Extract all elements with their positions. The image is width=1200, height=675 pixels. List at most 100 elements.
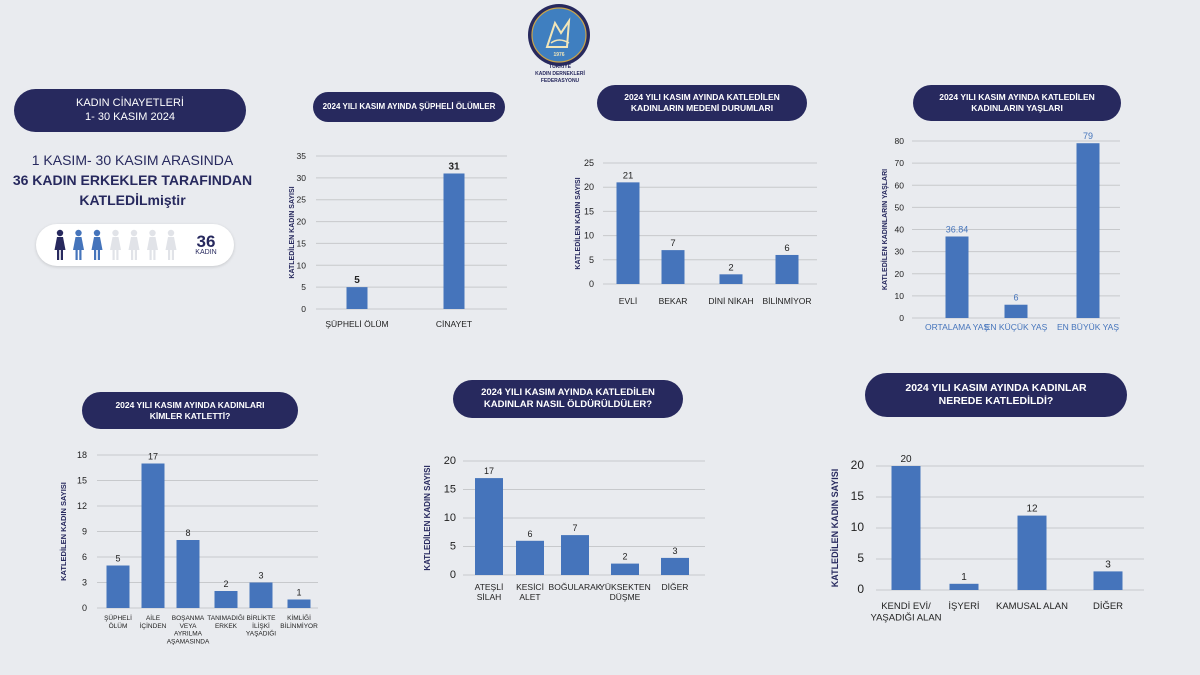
category-label: BİRLİKTE İLİŞKİ YAŞADIĞI: [246, 613, 276, 638]
intro-title-line: KADIN CİNAYETLERİ: [76, 96, 184, 109]
data-label: 3: [672, 546, 677, 556]
category-label: BOŞANMA VEYA AYRILMA AŞAMASINDA: [167, 615, 210, 645]
y-tick-label: 15: [444, 484, 456, 496]
y-tick-label: 40: [895, 225, 905, 235]
intro-title-pill: KADIN CİNAYETLERİ 1- 30 KASIM 2024: [14, 89, 246, 132]
bar: [475, 478, 503, 575]
chart-title-perpetrators: 2024 YILI KASIM AYINDA KADINLARI KİMLER …: [82, 392, 298, 429]
bar: [945, 236, 969, 318]
woman-figure-icon: [73, 229, 84, 260]
y-axis-label: KATLEDİLEN KADIN SAYISI: [59, 482, 68, 581]
data-label: 8: [185, 528, 190, 538]
woman-figure-icon: [110, 229, 121, 260]
y-tick-label: 0: [82, 603, 87, 613]
chart-title-marital-status: 2024 YILI KASIM AYINDA KATLEDİLEN KADINL…: [597, 85, 807, 121]
bar: [249, 582, 273, 608]
category-label: BOĞULARAK: [549, 582, 602, 592]
y-tick-label: 10: [297, 260, 307, 270]
y-tick-label: 70: [895, 158, 905, 168]
category-label: ORTALAMA YAŞ: [925, 322, 989, 332]
bar: [1017, 515, 1047, 590]
category-label: BİLİNMİYOR: [762, 296, 811, 306]
data-label: 5: [115, 554, 120, 564]
bar: [1076, 143, 1100, 318]
victim-count: 36: [196, 232, 216, 251]
y-tick-label: 12: [77, 501, 87, 511]
victim-counter: [36, 224, 234, 266]
category-label: DİĞER: [662, 582, 689, 592]
bar: [949, 583, 979, 590]
data-label: 2: [622, 552, 627, 562]
category-label: AİLE İÇİNDEN: [140, 613, 167, 630]
headline-line-3: KATLEDİLmiştir: [79, 192, 186, 208]
y-tick-label: 20: [297, 217, 307, 227]
bar: [346, 287, 368, 309]
category-label: İŞYERİ: [948, 601, 979, 612]
category-label: ATEŞLİ SİLAH: [475, 582, 504, 602]
chart-5: 0 5 10 15 20 KATLEDİLEN KADIN SAYISI 17 ATEŞLİ S…: [423, 455, 705, 602]
category-label: DİNİ NİKAH: [708, 296, 753, 306]
category-label: EN KÜÇÜK YAŞ: [985, 322, 1048, 332]
y-tick-label: 5: [301, 282, 306, 292]
woman-figure-icon: [165, 229, 177, 260]
bar: [616, 182, 640, 284]
y-tick-label: 15: [584, 206, 594, 216]
data-label: 7: [670, 238, 675, 249]
y-tick-label: 30: [895, 247, 905, 257]
bar: [611, 563, 639, 575]
woman-figure-icon: [128, 229, 140, 260]
woman-figure-icon: [54, 229, 66, 260]
y-tick-label: 20: [584, 182, 594, 192]
y-tick-label: 9: [82, 527, 87, 537]
category-label: CİNAYET: [436, 319, 472, 329]
bar: [287, 599, 311, 608]
data-label: 7: [572, 523, 577, 533]
y-tick-label: 15: [851, 489, 865, 503]
organization-name: TÜRKİYE KADIN DERNEKLERİ FEDERASYONU: [535, 64, 585, 84]
y-tick-label: 25: [584, 158, 594, 168]
data-label: 20: [900, 454, 912, 465]
y-tick-label: 6: [82, 552, 87, 562]
data-label: 1: [296, 588, 301, 598]
y-tick-label: 10: [895, 291, 905, 301]
bar: [141, 463, 165, 608]
category-label: EN BÜYÜK YAŞ: [1057, 322, 1119, 332]
y-tick-label: 35: [297, 151, 307, 161]
chart-title-locations: 2024 YILI KASIM AYINDA KADINLAR NEREDE K…: [865, 373, 1127, 417]
headline: 1 KASIM- 30 KASIM ARASINDA 36 KADIN ERKE…: [0, 150, 265, 210]
category-label: ŞÜPHELİ ÖLÜM: [325, 319, 388, 329]
y-tick-label: 0: [589, 279, 594, 289]
headline-line-2: 36 KADIN ERKEKLER TARAFINDAN: [12, 172, 253, 188]
data-label: 6: [527, 529, 532, 539]
data-label: 17: [484, 466, 494, 476]
y-tick-label: 20: [851, 458, 865, 472]
bar: [443, 173, 465, 309]
data-label: 79: [1083, 131, 1093, 141]
category-label: KİMLİĞİ BİLİNMİYOR: [280, 613, 318, 630]
headline-line-1: 1 KASIM- 30 KASIM ARASINDA: [31, 152, 234, 168]
y-tick-label: 10: [444, 512, 456, 524]
woman-figure-icon: [147, 229, 158, 260]
data-label: 1: [961, 572, 967, 583]
y-tick-label: 18: [77, 450, 87, 460]
bar: [1093, 571, 1123, 590]
data-label: 3: [1105, 559, 1111, 570]
y-tick-label: 60: [895, 180, 905, 190]
bar: [661, 250, 685, 284]
bar: [214, 591, 238, 608]
bar: [176, 540, 200, 608]
bar: [561, 535, 589, 575]
category-label: DİĞER: [1093, 601, 1123, 612]
data-label: 6: [784, 243, 789, 254]
intro-title-line: 1- 30 KASIM 2024: [85, 110, 175, 123]
bar: [516, 540, 544, 575]
y-tick-label: 30: [297, 173, 307, 183]
bar: [719, 274, 743, 284]
data-label: 3: [258, 571, 263, 581]
bar: [106, 565, 130, 608]
bar: [1004, 304, 1028, 318]
y-tick-label: 20: [444, 455, 456, 467]
y-axis-label: KATLEDİLEN KADIN SAYISI: [830, 469, 840, 588]
bar: [661, 557, 689, 575]
